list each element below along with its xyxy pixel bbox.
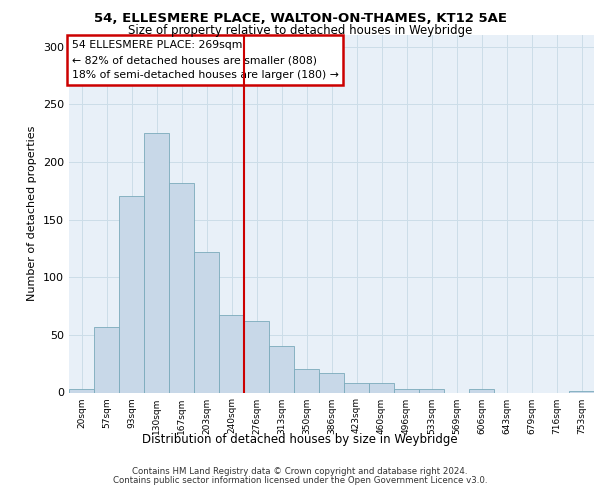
Bar — [419, 389, 444, 392]
Text: 54, ELLESMERE PLACE, WALTON-ON-THAMES, KT12 5AE: 54, ELLESMERE PLACE, WALTON-ON-THAMES, K… — [94, 12, 506, 26]
Bar — [94, 327, 119, 392]
Bar — [144, 133, 169, 392]
Bar — [169, 182, 194, 392]
Bar — [294, 370, 319, 392]
Y-axis label: Number of detached properties: Number of detached properties — [28, 126, 37, 302]
Bar — [194, 252, 219, 392]
Text: Size of property relative to detached houses in Weybridge: Size of property relative to detached ho… — [128, 24, 472, 37]
Bar — [369, 384, 394, 392]
Text: Distribution of detached houses by size in Weybridge: Distribution of detached houses by size … — [142, 432, 458, 446]
Bar — [69, 389, 94, 392]
Text: 54 ELLESMERE PLACE: 269sqm
← 82% of detached houses are smaller (808)
18% of sem: 54 ELLESMERE PLACE: 269sqm ← 82% of deta… — [71, 40, 338, 80]
Text: Contains HM Land Registry data © Crown copyright and database right 2024.: Contains HM Land Registry data © Crown c… — [132, 467, 468, 476]
Bar — [219, 315, 244, 392]
Bar — [319, 373, 344, 392]
Bar — [269, 346, 294, 393]
Bar — [119, 196, 144, 392]
Bar — [344, 384, 369, 392]
Bar — [469, 389, 494, 392]
Bar — [244, 321, 269, 392]
Text: Contains public sector information licensed under the Open Government Licence v3: Contains public sector information licen… — [113, 476, 487, 485]
Bar — [394, 389, 419, 392]
